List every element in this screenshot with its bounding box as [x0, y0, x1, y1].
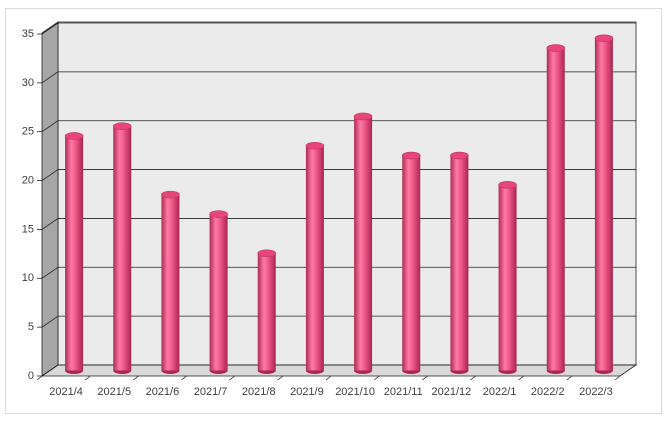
bar-top — [257, 249, 277, 258]
x-tick-label: 2021/7 — [194, 386, 228, 398]
y-tick-label: 10 — [22, 272, 34, 284]
bar-top — [450, 151, 469, 160]
bar — [65, 135, 84, 371]
y-tick-label: 30 — [22, 77, 34, 89]
bar-top — [209, 210, 228, 218]
y-tick-label: 25 — [22, 126, 34, 138]
x-tick-label: 2021/12 — [432, 386, 472, 398]
x-tick-mark — [229, 375, 235, 381]
side-grid-line — [41, 120, 59, 133]
side-grid-line — [41, 266, 59, 279]
bar — [546, 48, 565, 371]
x-tick-label: 2021/5 — [97, 386, 131, 398]
x-tick-mark — [614, 375, 621, 381]
x-tick-label: 2022/3 — [579, 386, 613, 398]
x-tick-mark — [422, 375, 428, 381]
x-tick-mark — [373, 375, 380, 381]
bar — [209, 214, 228, 371]
y-tick-label: 20 — [22, 174, 34, 186]
bar-top — [498, 181, 517, 189]
bar-top — [594, 34, 614, 43]
bar — [498, 184, 517, 371]
side-grid-line — [41, 22, 59, 35]
bar — [402, 155, 421, 371]
x-tick-mark — [566, 375, 573, 381]
x-tick-mark — [518, 375, 524, 381]
bar — [594, 38, 613, 371]
side-grid-line — [41, 315, 59, 328]
bar-top — [112, 122, 132, 131]
x-tick-label: 2021/10 — [335, 386, 375, 398]
side-grid-line — [41, 169, 59, 181]
side-grid-line — [41, 218, 59, 230]
bar — [113, 126, 132, 371]
side-grid-line — [41, 364, 59, 377]
y-tick-label: 15 — [22, 223, 34, 235]
bar — [450, 155, 469, 371]
bar — [354, 116, 373, 371]
x-tick-mark — [36, 375, 43, 381]
x-tick-mark — [181, 375, 187, 381]
x-tick-label: 2022/2 — [531, 386, 565, 398]
x-tick-mark — [470, 375, 476, 381]
x-tick-label: 2021/8 — [242, 386, 276, 398]
x-tick-mark — [133, 375, 139, 381]
bar-top — [353, 112, 373, 121]
bar — [257, 253, 276, 371]
x-tick-mark — [325, 375, 332, 381]
x-tick-label: 2021/4 — [49, 386, 83, 398]
bar-top — [546, 44, 566, 52]
bar-top — [64, 132, 84, 140]
x-tick-label: 2021/6 — [146, 386, 180, 398]
x-tick-mark — [84, 375, 91, 381]
side-grid-line — [41, 71, 59, 84]
x-tick-label: 2022/1 — [483, 386, 517, 398]
side-wall — [41, 21, 59, 377]
y-tick-label: 5 — [28, 321, 34, 333]
x-tick-label: 2021/11 — [384, 386, 423, 398]
x-tick-mark — [277, 375, 284, 381]
y-tick-label: 0 — [28, 370, 34, 382]
y-tick-label: 35 — [22, 28, 34, 40]
bar-top — [161, 190, 180, 199]
x-tick-label: 2021/9 — [290, 386, 324, 398]
bar-top — [305, 141, 325, 150]
bar — [161, 194, 180, 371]
bar-top — [401, 151, 421, 160]
bar — [305, 145, 324, 371]
